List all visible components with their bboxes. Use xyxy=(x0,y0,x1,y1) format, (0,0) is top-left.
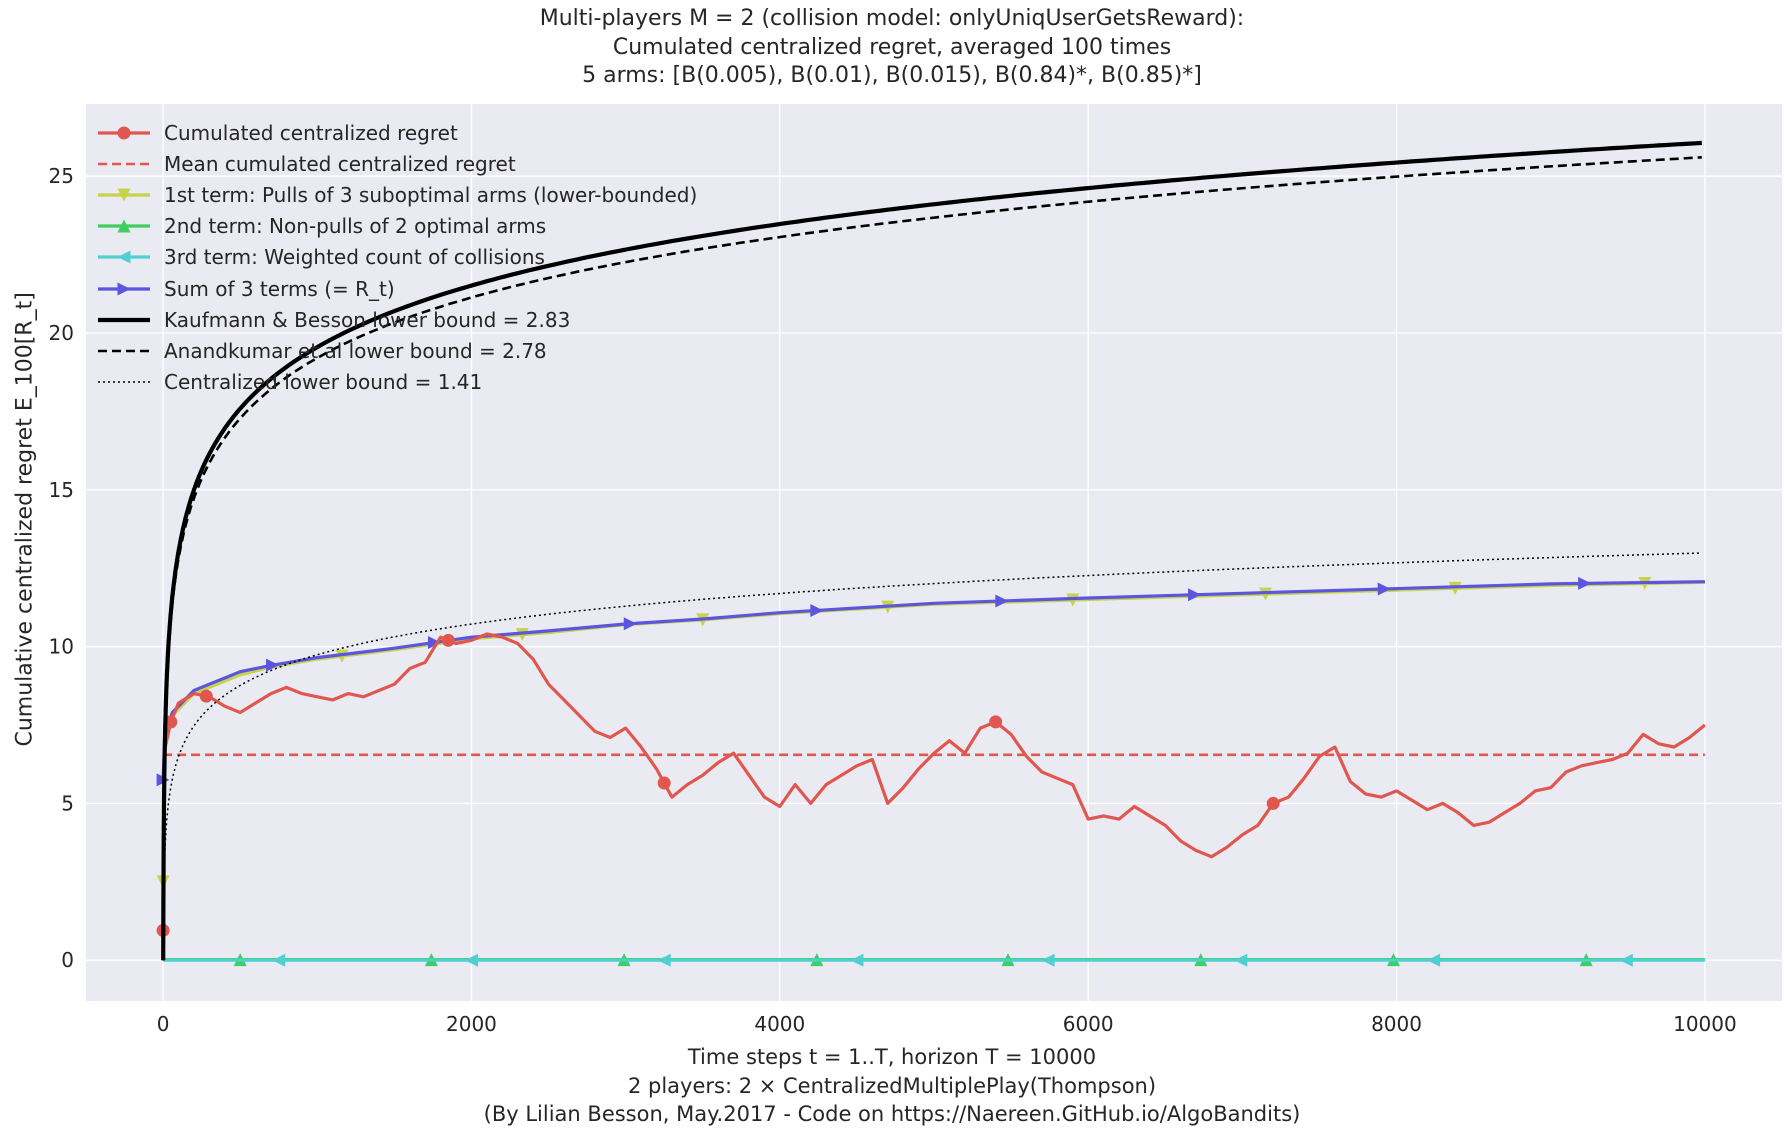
series-marker-4 xyxy=(1619,953,1633,967)
legend-marker xyxy=(117,126,131,140)
chart-title-line-1: Multi-players M = 2 (collision model: on… xyxy=(539,6,1245,31)
legend-item: 1st term: Pulls of 3 suboptimal arms (lo… xyxy=(94,179,697,210)
series-marker-5 xyxy=(995,594,1009,608)
x-tick-label: 8000 xyxy=(1371,1012,1422,1036)
legend-item: Sum of 3 terms (= R_t) xyxy=(94,273,697,304)
series-marker-4 xyxy=(850,953,864,967)
x-tick-label: 2000 xyxy=(446,1012,497,1036)
series-marker-5 xyxy=(810,603,824,617)
x-axis-sublabel-credit: (By Lilian Besson, May.2017 - Code on ht… xyxy=(483,1102,1301,1126)
x-tick-label: 6000 xyxy=(1063,1012,1114,1036)
legend-swatch xyxy=(98,381,150,383)
legend-marker xyxy=(117,219,131,233)
series-marker-4 xyxy=(272,953,286,967)
legend-item: 3rd term: Weighted count of collisions xyxy=(94,242,697,273)
series-marker-4 xyxy=(464,953,478,967)
legend-marker xyxy=(117,188,131,202)
legend-label: Centralized lower bound = 1.41 xyxy=(164,370,483,395)
series-marker-4 xyxy=(657,953,671,967)
series-line-6 xyxy=(161,140,1702,961)
series-marker-0 xyxy=(441,633,455,647)
x-tick-label: 10000 xyxy=(1673,1012,1737,1036)
legend-swatch xyxy=(98,317,150,322)
legend-marker xyxy=(117,282,131,296)
series-marker-0 xyxy=(199,689,213,703)
series-marker-0 xyxy=(1266,796,1280,810)
legend-item: Cumulated centralized regret xyxy=(94,117,697,148)
legend-label: 2nd term: Non-pulls of 2 optimal arms xyxy=(164,214,547,239)
legend-label: Sum of 3 terms (= R_t) xyxy=(164,276,395,301)
legend-label: Anandkumar et al lower bound = 2.78 xyxy=(164,338,547,363)
legend-item: Mean cumulated centralized regret xyxy=(94,148,697,179)
x-tick-label: 0 xyxy=(157,1012,170,1036)
y-tick-label: 20 xyxy=(49,321,74,345)
series-layer xyxy=(156,140,1706,967)
legend-item: Centralized lower bound = 1.41 xyxy=(94,367,697,398)
legend-swatch xyxy=(98,282,150,296)
x-axis-sublabel-players: 2 players: 2 × CentralizedMultiplePlay(T… xyxy=(627,1074,1157,1098)
y-tick-label: 15 xyxy=(49,478,74,502)
x-axis-label: Time steps t = 1..T, horizon T = 10000 xyxy=(687,1045,1097,1069)
series-marker-5 xyxy=(427,635,441,649)
y-tick-label: 10 xyxy=(49,635,74,659)
series-line-7 xyxy=(161,156,1702,961)
chart-title-line-3: 5 arms: [B(0.005), B(0.01), B(0.015), B(… xyxy=(582,63,1202,88)
chart-legend: Cumulated centralized regret Mean cumulat… xyxy=(94,117,697,398)
y-tick-label: 5 xyxy=(61,791,74,815)
legend-item: 2nd term: Non-pulls of 2 optimal arms xyxy=(94,211,697,242)
legend-swatch xyxy=(98,188,150,202)
series-marker-5 xyxy=(1188,588,1202,602)
legend-swatch xyxy=(98,162,150,166)
series-marker-4 xyxy=(1041,953,1055,967)
y-tick-label: 25 xyxy=(49,164,74,188)
legend-label: 1st term: Pulls of 3 suboptimal arms (lo… xyxy=(164,182,698,207)
legend-swatch xyxy=(98,250,150,264)
legend-label: 3rd term: Weighted count of collisions xyxy=(164,245,545,270)
legend-marker xyxy=(117,250,131,264)
series-marker-0 xyxy=(989,715,1003,729)
series-marker-5 xyxy=(623,617,637,631)
series-marker-4 xyxy=(1427,953,1441,967)
legend-item: Kaufmann & Besson lower bound = 2.83 xyxy=(94,304,697,335)
legend-swatch xyxy=(98,126,150,140)
plot-background xyxy=(86,104,1782,1001)
series-line-0 xyxy=(161,632,1706,931)
chart-title-line-2: Cumulated centralized regret, averaged 1… xyxy=(612,35,1172,60)
series-marker-4 xyxy=(1234,953,1248,967)
y-tick-label: 0 xyxy=(61,948,74,972)
series-marker-0 xyxy=(164,715,178,729)
series-marker-5 xyxy=(1377,582,1391,596)
legend-label: Mean cumulated centralized regret xyxy=(164,151,516,176)
legend-swatch xyxy=(98,349,150,353)
y-axis-label: Cumulative centralized regret E_100[R_t] xyxy=(12,292,38,747)
series-marker-0 xyxy=(657,776,671,790)
x-tick-label: 4000 xyxy=(754,1012,805,1036)
series-marker-5 xyxy=(266,658,280,672)
legend-label: Cumulated centralized regret xyxy=(164,120,458,145)
legend-item: Anandkumar et al lower bound = 2.78 xyxy=(94,335,697,366)
legend-label: Kaufmann & Besson lower bound = 2.83 xyxy=(164,307,571,332)
series-marker-5 xyxy=(1578,576,1592,590)
legend-swatch xyxy=(98,219,150,233)
